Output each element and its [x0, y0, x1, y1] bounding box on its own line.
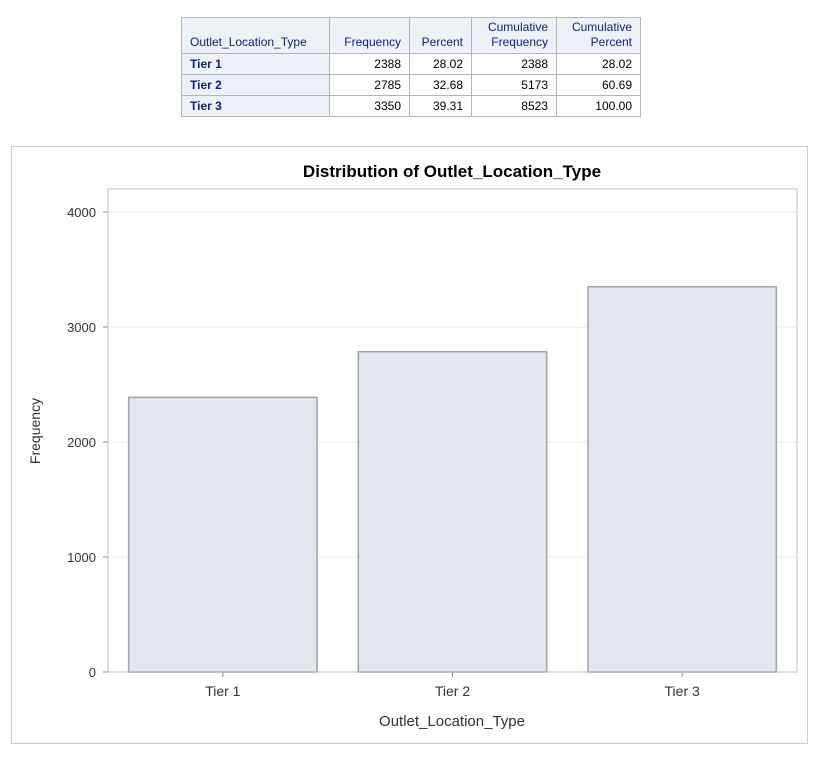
cell-cumulative-percent: 100.00: [556, 95, 641, 117]
cell-frequency: 3350: [329, 95, 410, 117]
cell-cumulative-percent: 28.02: [556, 53, 641, 75]
bar: [357, 350, 548, 673]
row-label: Tier 2: [181, 74, 330, 96]
cell-percent: 39.31: [409, 95, 472, 117]
y-tick-label: 3000: [67, 320, 96, 335]
y-tick-label: 0: [89, 665, 96, 680]
cell-frequency: 2388: [329, 53, 410, 75]
table-row: Tier 3 3350 39.31 8523 100.00: [181, 95, 641, 117]
y-tick-label: 1000: [67, 550, 96, 565]
x-axis-label: Outlet_Location_Type: [379, 713, 525, 730]
x-tick-label: Tier 1: [205, 683, 240, 699]
chart-panel: Distribution of Outlet_Location_Type Out…: [11, 146, 808, 744]
bar-chart: Distribution of Outlet_Location_Type Out…: [27, 162, 798, 730]
bar: [587, 285, 778, 673]
bar: [127, 396, 318, 673]
y-tick-label: 4000: [67, 205, 96, 220]
cell-cumulative-percent: 60.69: [556, 74, 641, 96]
y-tick-label: 2000: [67, 435, 96, 450]
x-tick-label: Tier 2: [435, 683, 470, 699]
cell-cumulative-frequency: 8523: [471, 95, 557, 117]
cell-frequency: 2785: [329, 74, 410, 96]
cell-percent: 32.68: [409, 74, 472, 96]
col-header-cumulative-frequency: Cumulative Frequency: [471, 17, 557, 54]
table-row: Tier 1 2388 28.02 2388 28.02: [181, 53, 641, 75]
plot-frame: [107, 188, 798, 673]
cell-percent: 28.02: [409, 53, 472, 75]
cell-cumulative-frequency: 2388: [471, 53, 557, 75]
chart-title: Distribution of Outlet_Location_Type: [303, 162, 601, 181]
row-label: Tier 1: [181, 53, 330, 75]
col-header-percent: Percent: [409, 17, 472, 54]
axes: 0 1000 2000 3000 4000 Tier 1 Tier 2 Tier 3: [67, 205, 700, 699]
bars: [127, 285, 778, 673]
cell-cumulative-frequency: 5173: [471, 74, 557, 96]
table-row: Tier 2 2785 32.68 5173 60.69: [181, 74, 641, 96]
col-header-frequency: Frequency: [329, 17, 410, 54]
row-label: Tier 3: [181, 95, 330, 117]
col-header-outlet-location-type: Outlet_Location_Type: [181, 17, 330, 54]
x-tick-label: Tier 3: [665, 683, 700, 699]
table-header-row: Outlet_Location_Type Frequency Percent C…: [181, 17, 641, 54]
col-header-cumulative-percent: Cumulative Percent: [556, 17, 641, 54]
y-axis-label: Frequency: [27, 398, 43, 464]
frequency-table: Outlet_Location_Type Frequency Percent C…: [181, 17, 641, 117]
